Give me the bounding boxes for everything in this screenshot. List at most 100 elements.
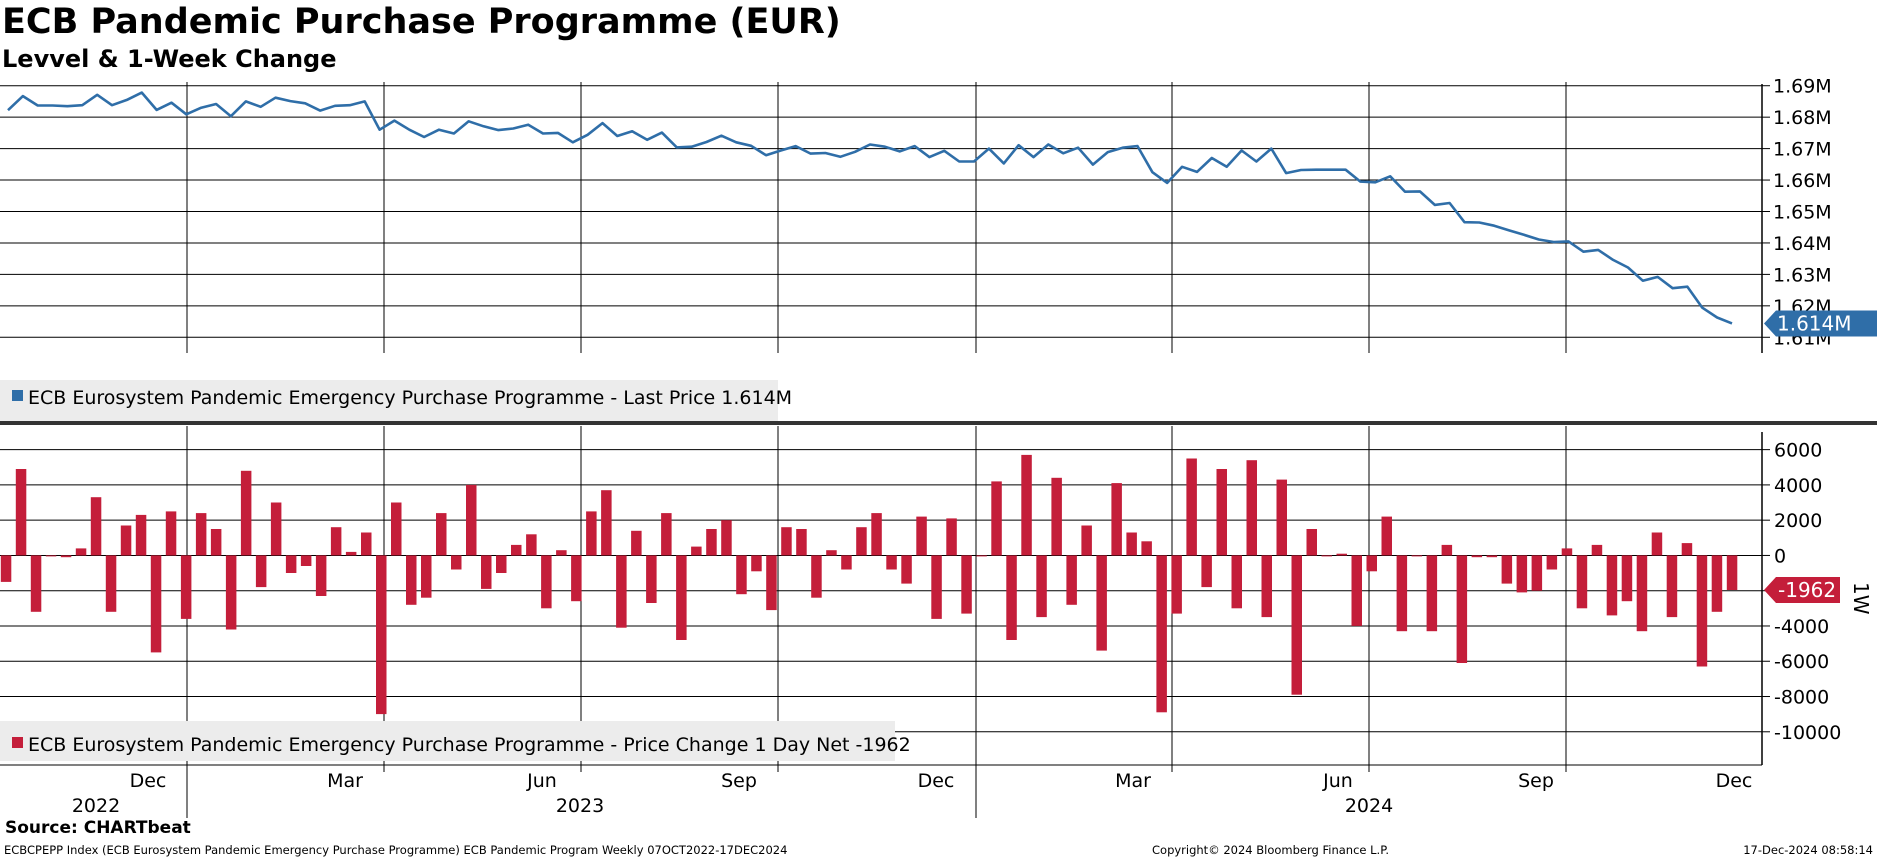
change-bar: [150, 555, 162, 653]
chart-title: ECB Pandemic Purchase Programme (EUR): [2, 2, 841, 42]
change-bar: [1306, 529, 1317, 556]
change-bar: [90, 497, 102, 556]
change-bar: [1456, 555, 1468, 663]
change-last-tag: [1764, 577, 1840, 604]
month-label: Sep: [721, 770, 757, 792]
change-bar: [45, 555, 57, 557]
month-label: Jun: [1322, 770, 1353, 792]
change-bar: [646, 555, 657, 603]
change-bar: [0, 555, 12, 582]
footer-index-description: ECBCPEPP Index (ECB Eurosystem Pandemic …: [4, 843, 788, 857]
change-bar: [1096, 555, 1107, 651]
change-bar: [901, 555, 912, 584]
change-bar: [751, 555, 762, 572]
change-bar: [451, 555, 462, 570]
change-bar: [1381, 516, 1392, 556]
change-bar: [556, 550, 567, 556]
change-bar: [1021, 454, 1032, 556]
change-tick-label: 6000: [1774, 440, 1822, 462]
change-bar: [601, 490, 612, 556]
change-bar: [1246, 460, 1257, 556]
change-bar: [315, 555, 327, 596]
change-bar: [1201, 555, 1212, 588]
change-bar: [706, 529, 717, 556]
change-bar: [285, 555, 297, 573]
change-bar: [1561, 548, 1573, 556]
change-bar: [481, 555, 492, 589]
change-bar: [736, 555, 747, 595]
change-bar: [541, 555, 552, 609]
change-bar: [376, 555, 387, 715]
change-bar: [856, 527, 867, 556]
change-bar: [105, 555, 117, 612]
month-label: Sep: [1518, 770, 1554, 792]
change-bar: [1186, 458, 1197, 556]
change-bar: [766, 555, 777, 611]
change-bar: [1441, 544, 1453, 556]
change-bar: [225, 555, 237, 630]
change-bar: [826, 550, 837, 556]
change-legend-swatch: [12, 737, 23, 748]
change-bar: [270, 502, 282, 556]
change-bar: [1111, 483, 1122, 556]
change-bar: [676, 555, 687, 640]
change-bar: [1276, 479, 1287, 556]
change-bar: [1411, 555, 1423, 557]
change-bar: [961, 555, 972, 614]
change-tick-label: 2000: [1774, 510, 1822, 532]
change-tick-label: -4000: [1774, 616, 1829, 638]
change-bar: [661, 513, 672, 556]
source-note: Source: CHARTbeat: [5, 818, 191, 838]
change-bar: [931, 555, 942, 619]
change-bar: [991, 481, 1002, 556]
change-bar: [976, 555, 987, 557]
year-label: 2023: [556, 795, 604, 817]
change-bar: [1576, 555, 1588, 609]
change-last-value: -1962: [1778, 578, 1836, 602]
change-bar: [1036, 555, 1047, 618]
change-bar: [1156, 555, 1167, 713]
change-bar: [1651, 532, 1663, 556]
change-bar: [345, 551, 357, 556]
change-bar: [1351, 555, 1362, 626]
change-bar: [195, 513, 207, 556]
change-bar: [1426, 555, 1438, 632]
change-bar: [1531, 555, 1543, 591]
change-bar: [255, 555, 267, 588]
change-bar: [391, 502, 402, 556]
change-legend-bg: [0, 721, 895, 761]
change-bar: [30, 555, 42, 612]
level-last-value: 1.614M: [1777, 311, 1852, 335]
year-label: 2022: [72, 795, 120, 817]
change-bar: [616, 555, 627, 628]
change-bar: [871, 513, 882, 556]
change-bar: [1216, 469, 1227, 556]
month-label: Jun: [526, 770, 557, 792]
change-bar: [1231, 555, 1242, 609]
change-bar: [586, 511, 597, 556]
change-bar: [1081, 525, 1092, 556]
change-bar: [436, 513, 447, 556]
month-label: Dec: [130, 770, 167, 792]
change-bar: [1261, 555, 1272, 618]
level-tick-label: 1.65M: [1773, 202, 1832, 224]
level-tick-label: 1.68M: [1773, 107, 1832, 129]
change-tick-label: -8000: [1774, 687, 1829, 709]
change-bar: [1321, 555, 1332, 557]
level-legend-text: ECB Eurosystem Pandemic Emergency Purcha…: [28, 387, 792, 409]
change-bar: [1621, 555, 1633, 602]
level-tick-label: 1.66M: [1773, 170, 1832, 192]
change-bar: [210, 529, 222, 556]
change-bar: [1696, 555, 1708, 667]
change-bar: [240, 470, 252, 556]
change-bar: [466, 484, 477, 556]
level-legend-bg: [0, 380, 778, 424]
change-bar: [841, 555, 852, 570]
change-bar: [1471, 555, 1483, 558]
change-bar: [496, 555, 507, 573]
change-bar: [120, 525, 132, 556]
change-bar: [721, 520, 732, 556]
level-tick-label: 1.64M: [1773, 233, 1832, 255]
year-label: 2024: [1345, 795, 1393, 817]
change-bar: [75, 548, 87, 556]
